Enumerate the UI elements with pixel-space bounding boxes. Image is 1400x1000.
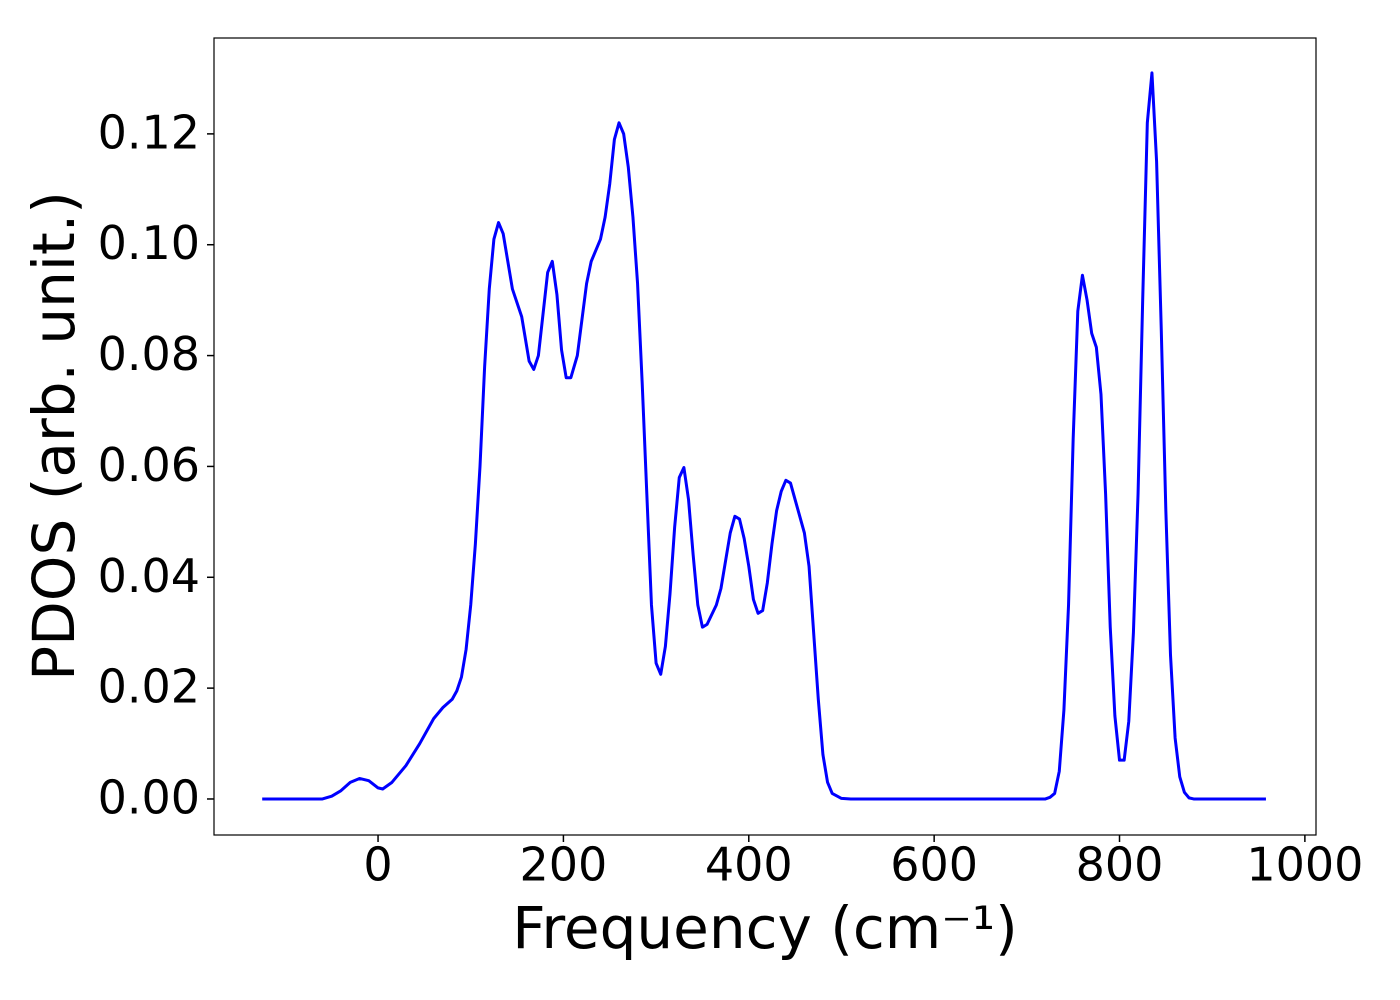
y-tick-label: 0.12 (98, 105, 200, 159)
line (262, 71, 1266, 801)
y-tick-label: 0.02 (98, 660, 200, 714)
y-tick-label: 0.08 (98, 327, 200, 381)
x-tick-label: 600 (890, 838, 978, 892)
y-tick-label: 0.04 (98, 549, 200, 603)
y-tick-label: 0.10 (98, 216, 200, 270)
y-tick-label: 0.00 (98, 770, 200, 824)
x-tick-label: 1000 (1246, 838, 1363, 892)
x-tick-label: 0 (363, 838, 392, 892)
x-tick-label: 800 (1076, 838, 1164, 892)
x-axis-label: Frequency (cm⁻¹) (512, 894, 1018, 962)
y-axis-label: PDOS (arb. unit.) (20, 191, 88, 681)
plot-frame (213, 37, 1317, 836)
x-tick-label: 400 (705, 838, 793, 892)
x-tick-label: 200 (520, 838, 608, 892)
y-tick-label: 0.06 (98, 438, 200, 492)
